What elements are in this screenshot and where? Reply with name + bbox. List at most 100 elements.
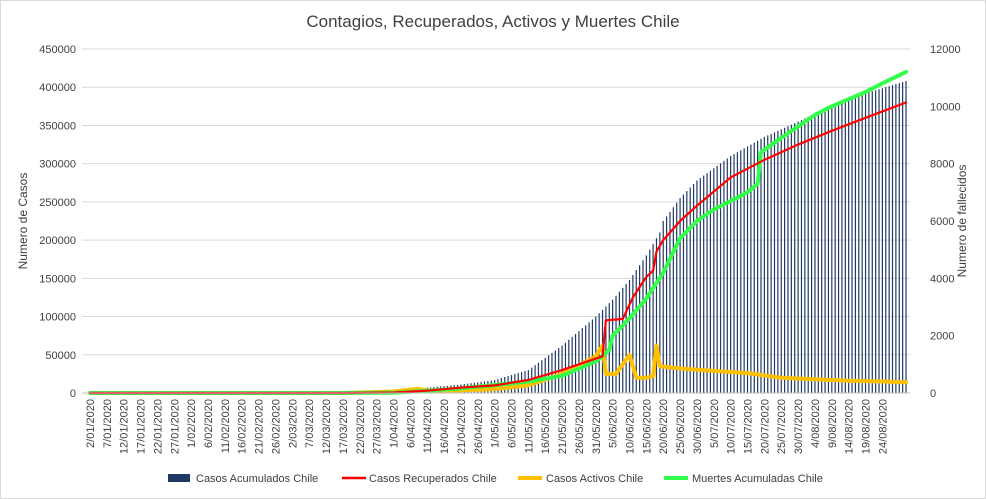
bar (827, 107, 830, 394)
line-series-group (88, 69, 908, 395)
bar (605, 306, 607, 393)
bar (716, 165, 718, 393)
bar (787, 126, 789, 394)
x-tick-label: 21/02/2020 (254, 399, 266, 454)
y2-tick-label: 0 (930, 388, 936, 400)
bar (706, 173, 708, 393)
bar (581, 328, 583, 393)
bar (703, 175, 705, 393)
x-tick-label: 21/04/2020 (456, 399, 468, 454)
x-tick-label: 2/03/2020 (287, 399, 299, 448)
y2-tick-label: 4000 (930, 273, 954, 285)
bar (810, 115, 813, 393)
bar (861, 94, 863, 393)
legend-label: Casos Acumulados Chile (196, 473, 318, 485)
x-tick-label: 1/05/2020 (490, 399, 502, 448)
x-tick-label: 9/08/2020 (827, 399, 839, 448)
x-tick-label: 25/07/2020 (776, 399, 788, 454)
bar (585, 325, 587, 393)
x-tick-label: 26/02/2020 (270, 399, 282, 454)
legend-swatch (168, 474, 190, 482)
bar (878, 89, 880, 393)
bar (770, 133, 772, 393)
bar (578, 331, 580, 393)
x-tick-label: 17/03/2020 (338, 399, 350, 454)
y-tick-label: 200000 (39, 235, 76, 247)
series-line-casos-recuperados-chile (88, 101, 908, 395)
bar (814, 113, 816, 393)
bar (743, 148, 745, 393)
bar (618, 291, 620, 393)
y-tick-label: 0 (70, 388, 76, 400)
bar (639, 265, 641, 393)
y-tick-label: 250000 (39, 197, 76, 209)
bar (868, 92, 870, 393)
bar (676, 202, 678, 393)
bar (784, 127, 786, 394)
x-tick-label: 7/03/2020 (304, 399, 316, 448)
x-tick-label: 31/05/2020 (591, 399, 603, 454)
bar (824, 109, 826, 393)
bar (750, 144, 752, 393)
bar (777, 130, 779, 394)
x-tick-label: 24/08/2020 (877, 399, 889, 454)
bar (831, 106, 833, 393)
bar (709, 170, 712, 393)
bar (780, 129, 782, 393)
bar (628, 279, 631, 393)
bar (730, 156, 732, 393)
x-tick-label: 16/04/2020 (439, 399, 451, 454)
bar (612, 299, 614, 393)
bar (821, 110, 823, 394)
bar (645, 255, 647, 393)
bar (753, 142, 755, 393)
x-tick-label: 25/06/2020 (675, 399, 687, 454)
y-tick-label: 350000 (39, 120, 76, 132)
y2-tick-label: 12000 (930, 44, 961, 56)
x-tick-label: 20/07/2020 (759, 399, 771, 454)
x-tick-label: 1/04/2020 (388, 399, 400, 448)
x-tick-label: 11/04/2020 (422, 399, 434, 453)
y2-tick-label: 10000 (930, 101, 961, 113)
bar (891, 85, 894, 394)
x-tick-label: 1/02/2020 (186, 399, 198, 448)
legend-label: Casos Activos Chile (546, 473, 643, 485)
bar (682, 194, 685, 393)
bar (696, 180, 698, 393)
x-tick-label: 19/08/2020 (861, 399, 873, 454)
bar (817, 112, 819, 393)
x-tick-label: 5/07/2020 (709, 399, 721, 448)
bar (851, 98, 853, 393)
bar (757, 140, 759, 393)
bar (790, 124, 792, 394)
bar (713, 168, 715, 393)
bar (848, 99, 850, 393)
bar (615, 295, 617, 393)
bar (837, 103, 840, 393)
x-tick-label: 10/06/2020 (625, 399, 637, 454)
bar (902, 82, 904, 393)
bar (804, 118, 806, 393)
x-tick-label: 22/03/2020 (355, 399, 367, 454)
x-tick-label: 21/05/2020 (557, 399, 569, 454)
bar (844, 101, 846, 393)
x-tick-label: 30/06/2020 (692, 399, 704, 454)
x-tick-label: 10/07/2020 (726, 399, 738, 454)
x-tick-label: 27/03/2020 (372, 399, 384, 454)
x-tick-label: 16/05/2020 (540, 399, 552, 454)
bar (692, 184, 695, 393)
bar (635, 270, 637, 393)
x-tick-label: 11/02/2020 (220, 399, 232, 453)
x-tick-label: 16/02/2020 (237, 399, 249, 454)
axes: 0500001000001500002000002500003000003500… (39, 44, 960, 454)
x-tick-label: 6/02/2020 (203, 399, 215, 448)
legend-label: Muertes Acumuladas Chile (692, 473, 823, 485)
bar (794, 123, 796, 394)
bar (773, 132, 776, 393)
bar (672, 207, 674, 393)
x-tick-label: 17/01/2020 (136, 399, 148, 454)
bar (659, 232, 661, 393)
bar (740, 150, 742, 393)
